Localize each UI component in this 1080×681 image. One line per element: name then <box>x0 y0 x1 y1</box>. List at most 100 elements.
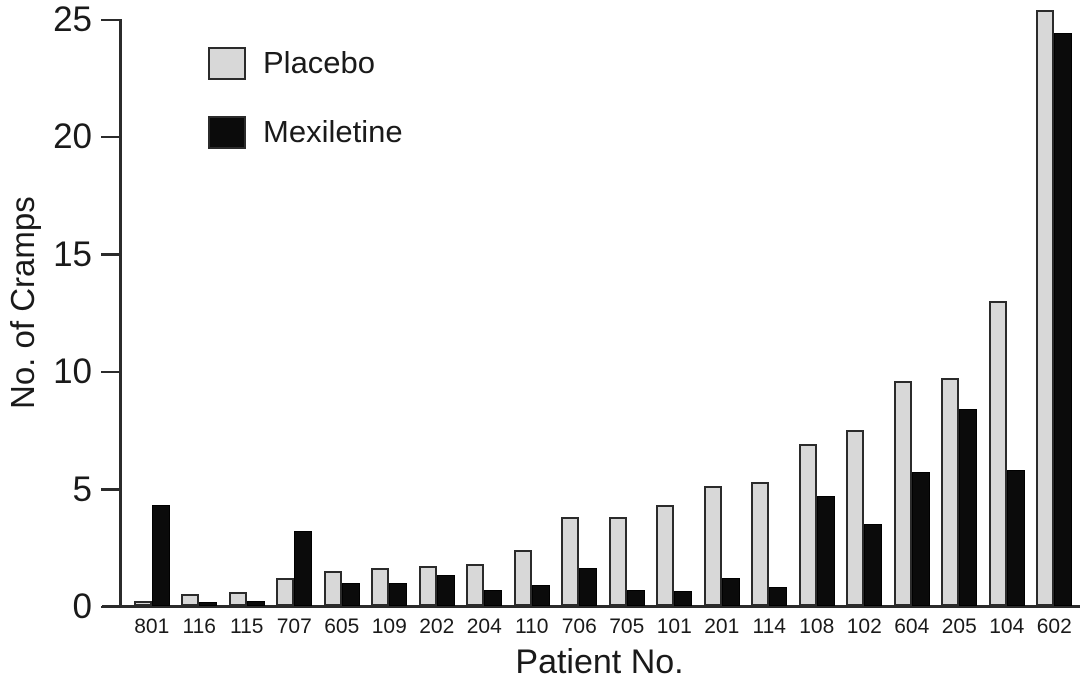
bar-mexiletine-202 <box>436 575 455 606</box>
bar-placebo-706 <box>561 517 580 606</box>
x-tick-label-104: 104 <box>989 615 1025 638</box>
x-tick-label-604: 604 <box>894 615 930 638</box>
legend-label-mexiletine: Mexiletine <box>263 114 403 149</box>
x-tick-label-116: 116 <box>182 615 216 638</box>
bar-placebo-204 <box>466 564 485 606</box>
bar-placebo-108 <box>798 444 817 606</box>
mexiletine-swatch-icon <box>208 115 246 149</box>
bar-group-114 <box>746 0 794 606</box>
bar-placebo-201 <box>703 486 722 606</box>
bar-mexiletine-115 <box>246 601 265 606</box>
bar-mexiletine-101 <box>674 591 693 606</box>
bar-mexiletine-116 <box>199 602 218 606</box>
x-tick-label-114: 114 <box>752 615 786 638</box>
bar-mexiletine-602 <box>1054 33 1073 606</box>
x-tick-label-706: 706 <box>561 615 597 638</box>
y-tick-label-10: 10 <box>53 352 92 392</box>
bar-mexiletine-110 <box>531 585 550 606</box>
bar-placebo-102 <box>846 430 865 606</box>
y-axis-line <box>119 19 122 608</box>
x-tick-label-204: 204 <box>466 615 502 638</box>
placebo-swatch-icon <box>208 46 246 80</box>
bar-mexiletine-705 <box>626 590 645 606</box>
bar-group-605 <box>318 0 366 606</box>
x-axis-tick-labels: 801 116 115 707 605 109 202 204 110 706 705 101 201 1… <box>128 615 1078 639</box>
bar-group-205 <box>936 0 984 606</box>
y-tick-label-5: 5 <box>72 469 92 509</box>
bar-placebo-205 <box>941 378 960 606</box>
bar-group-116 <box>176 0 224 606</box>
bar-placebo-110 <box>513 550 532 606</box>
bar-group-201 <box>698 0 746 606</box>
x-tick-label-110: 110 <box>515 615 549 638</box>
bar-group-109 <box>366 0 414 606</box>
bar-group-115 <box>223 0 271 606</box>
y-tick-label-20: 20 <box>53 117 92 157</box>
bar-placebo-109 <box>371 568 390 606</box>
bar-group-602 <box>1031 0 1079 606</box>
y-tick-mark <box>101 370 119 374</box>
x-tick-label-707: 707 <box>276 615 312 638</box>
y-tick-label-0: 0 <box>72 587 92 626</box>
bar-placebo-705 <box>608 517 627 606</box>
bar-group-706 <box>556 0 604 606</box>
x-tick-label-102: 102 <box>846 615 882 638</box>
bar-mexiletine-109 <box>389 583 408 606</box>
bar-group-110 <box>508 0 556 606</box>
bar-mexiletine-604 <box>911 472 930 606</box>
bar-placebo-101 <box>656 505 675 606</box>
bar-group-801 <box>128 0 176 606</box>
bar-mexiletine-205 <box>959 409 978 606</box>
x-tick-label-201: 201 <box>704 615 740 638</box>
bar-group-707 <box>271 0 319 606</box>
y-tick-mark <box>101 253 119 256</box>
bar-group-705 <box>603 0 651 606</box>
plot-area <box>128 0 1078 606</box>
legend-item-placebo: Placebo <box>208 45 375 81</box>
bar-placebo-202 <box>418 566 437 606</box>
bar-mexiletine-204 <box>484 590 503 606</box>
bar-placebo-114 <box>751 482 770 606</box>
bar-group-108 <box>793 0 841 606</box>
bar-mexiletine-801 <box>151 505 170 606</box>
bar-mexiletine-707 <box>294 531 313 606</box>
y-tick-mark <box>101 18 119 21</box>
x-tick-label-108: 108 <box>799 615 835 638</box>
legend-item-mexiletine: Mexiletine <box>208 114 403 150</box>
x-tick-label-705: 705 <box>609 615 645 638</box>
legend-label-placebo: Placebo <box>263 45 376 80</box>
bar-mexiletine-605 <box>341 583 360 606</box>
bar-mexiletine-104 <box>1006 470 1025 606</box>
bar-mexiletine-108 <box>816 496 835 606</box>
x-tick-label-602: 602 <box>1036 615 1072 638</box>
bar-placebo-602 <box>1036 10 1055 606</box>
bar-placebo-605 <box>323 571 342 606</box>
x-tick-label-205: 205 <box>941 615 977 638</box>
bar-placebo-604 <box>893 381 912 606</box>
bar-placebo-115 <box>228 592 247 606</box>
y-tick-mark <box>101 605 119 608</box>
x-tick-label-115: 115 <box>230 615 264 638</box>
y-tick-label-15: 15 <box>53 234 92 274</box>
bar-placebo-116 <box>181 594 200 606</box>
bar-group-104 <box>983 0 1031 606</box>
bar-placebo-801 <box>133 601 152 606</box>
y-tick-mark <box>101 488 119 491</box>
bar-mexiletine-114 <box>769 587 788 606</box>
x-tick-label-605: 605 <box>324 615 360 638</box>
x-tick-label-101: 101 <box>656 615 692 638</box>
y-tick-mark <box>101 135 119 139</box>
bar-mexiletine-102 <box>864 524 883 606</box>
x-tick-label-109: 109 <box>371 615 407 638</box>
x-tick-label-801: 801 <box>134 615 170 638</box>
x-axis-line <box>102 605 1080 608</box>
bar-mexiletine-706 <box>579 568 598 606</box>
bar-group-202 <box>413 0 461 606</box>
bar-placebo-707 <box>276 578 295 606</box>
x-tick-label-202: 202 <box>419 615 455 638</box>
x-axis-title: Patient No. <box>515 643 684 681</box>
bar-group-604 <box>888 0 936 606</box>
bar-mexiletine-201 <box>721 578 740 606</box>
bar-group-204 <box>461 0 509 606</box>
